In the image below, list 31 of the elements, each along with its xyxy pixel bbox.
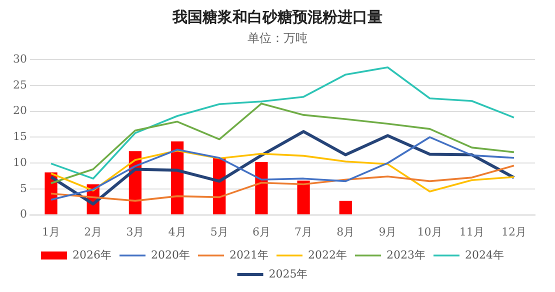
- legend-label: 2022年: [308, 248, 347, 262]
- x-tick-label: 11月: [459, 225, 484, 238]
- x-tick-label: 2月: [84, 225, 102, 238]
- y-tick-label: 30: [12, 52, 27, 66]
- y-tick-label: 0: [20, 208, 27, 221]
- y-tick-label: 5: [20, 182, 27, 195]
- bar: [297, 180, 310, 214]
- chart-title: 我国糖浆和白砂糖预混粉进口量: [171, 8, 384, 27]
- x-tick-label: 10月: [417, 225, 442, 238]
- y-tick-label: 10: [12, 156, 27, 169]
- x-tick-label: 5月: [210, 225, 228, 238]
- x-tick-label: 9月: [378, 225, 397, 238]
- x-tick-label: 4月: [168, 225, 186, 238]
- x-tick-label: 12月: [501, 225, 526, 238]
- legend-label: 2020年: [151, 248, 190, 262]
- legend-label: 2024年: [464, 248, 504, 262]
- y-tick-label: 15: [12, 130, 27, 144]
- legend-label: 2026年: [72, 248, 112, 262]
- x-tick-label: 6月: [252, 225, 270, 238]
- bar: [339, 200, 352, 214]
- x-tick-label: 1月: [42, 225, 60, 238]
- bar: [255, 162, 268, 214]
- legend-label: 2021年: [230, 248, 269, 262]
- y-tick-label: 20: [12, 104, 27, 118]
- x-tick-label: 7月: [294, 225, 313, 238]
- chart-subtitle: 单位：万吨: [246, 30, 308, 47]
- y-tick-label: 25: [12, 78, 27, 92]
- legend-label: 2023年: [386, 248, 426, 262]
- x-tick-label: 8月: [336, 225, 355, 238]
- x-tick-label: 3月: [126, 225, 144, 238]
- legend-label: 2025年: [268, 267, 308, 280]
